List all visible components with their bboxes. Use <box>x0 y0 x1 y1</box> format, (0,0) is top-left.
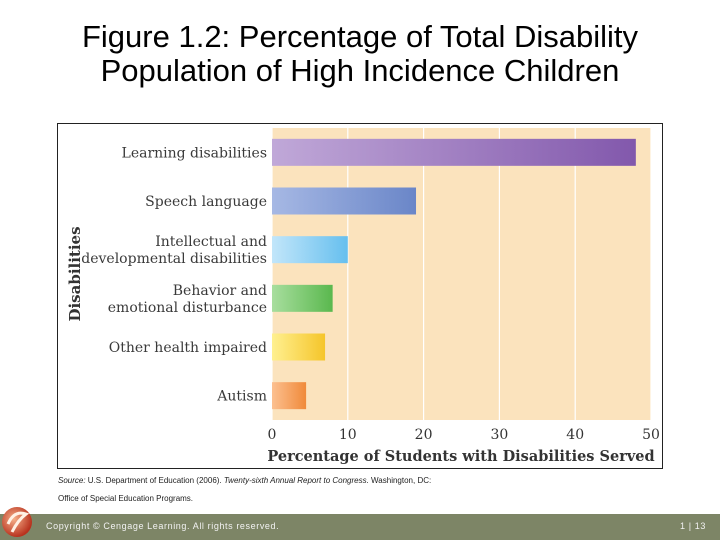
title-line-2: Population of High Incidence Children <box>100 53 620 88</box>
source-line-2: Office of Special Education Programs. <box>58 494 194 503</box>
source-publication: Twenty-sixth Annual Report to Congress. <box>223 476 369 485</box>
bar <box>272 382 307 410</box>
bars <box>272 138 636 410</box>
source-note: Source: U.S. Department of Education (20… <box>58 472 678 508</box>
x-tick-label: 0 <box>268 427 277 443</box>
page-number: 1 | 13 <box>680 521 706 531</box>
copyright-text: Copyright © Cengage Learning. All rights… <box>46 521 280 531</box>
source-label: Source: <box>58 476 86 485</box>
bar <box>272 284 333 312</box>
footer-bar <box>0 514 720 540</box>
slide-title: Figure 1.2: Percentage of Total Disabili… <box>40 20 680 88</box>
gridlines <box>271 128 652 420</box>
bar <box>272 187 417 215</box>
source-line-1: Source: U.S. Department of Education (20… <box>58 472 678 490</box>
bar <box>272 333 326 361</box>
bar-chart: Learning disabilities Speech language Inte… <box>66 128 660 465</box>
category-label: Other health impaired <box>109 340 267 356</box>
x-tick-label: 30 <box>490 427 508 443</box>
x-axis-label: Percentage of Students with Disabilities… <box>267 448 654 465</box>
x-tick-label: 50 <box>642 427 660 443</box>
title-line-1: Figure 1.2: Percentage of Total Disabili… <box>81 19 638 54</box>
bar <box>272 236 348 264</box>
category-labels: Learning disabilities Speech language Inte… <box>81 145 267 404</box>
x-tick-label: 40 <box>566 427 584 443</box>
category-label: Intellectual and developmental disabiliti… <box>81 234 267 267</box>
source-text-1: U.S. Department of Education (2006). <box>85 476 224 485</box>
cengage-logo-icon <box>2 507 32 537</box>
plot-background <box>272 128 651 420</box>
x-tick-label: 10 <box>339 427 357 443</box>
x-tick-labels: 0 10 20 30 40 50 <box>268 427 660 443</box>
category-label: Learning disabilities <box>122 145 267 161</box>
category-label: Behavior and emotional disturbance <box>108 283 267 316</box>
source-text-2: Washington, DC: <box>368 476 432 485</box>
y-axis-label: Disabilities <box>66 226 84 321</box>
chart-figure: Learning disabilities Speech language Inte… <box>57 123 663 469</box>
x-tick-label: 20 <box>415 427 433 443</box>
bar <box>272 138 636 166</box>
category-label: Speech language <box>145 194 267 210</box>
category-label: Autism <box>216 389 267 405</box>
